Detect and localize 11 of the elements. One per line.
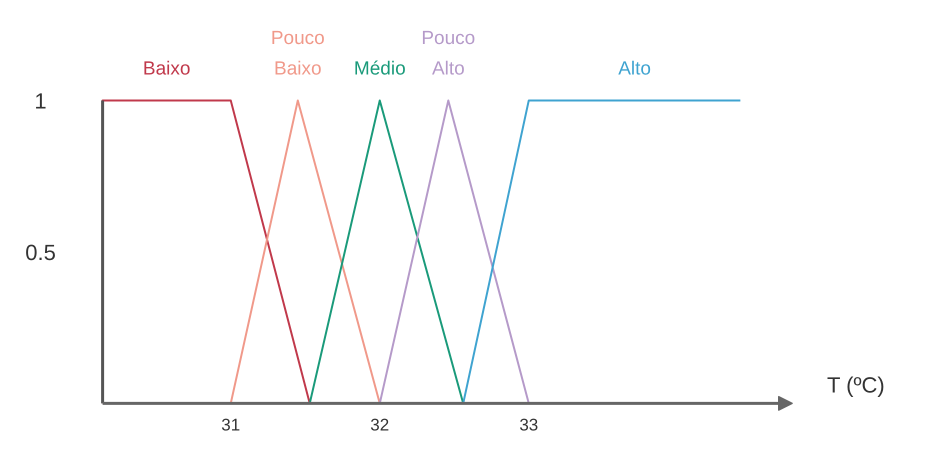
series-label: Baixo [142,58,190,80]
series-label: Alto [618,58,651,80]
series-label: Pouco Alto [421,28,476,80]
x-axis-title: T (ºC) [827,372,885,398]
series-label: Médio [354,58,406,80]
x-tick-label: 32 [370,416,390,435]
x-tick-label: 31 [221,416,240,435]
y-tick-label: 0.5 [25,240,56,265]
y-tick-label: 1 [34,88,47,114]
x-tick-label: 33 [519,416,538,435]
series-label: Pouco Baixo [270,28,325,80]
